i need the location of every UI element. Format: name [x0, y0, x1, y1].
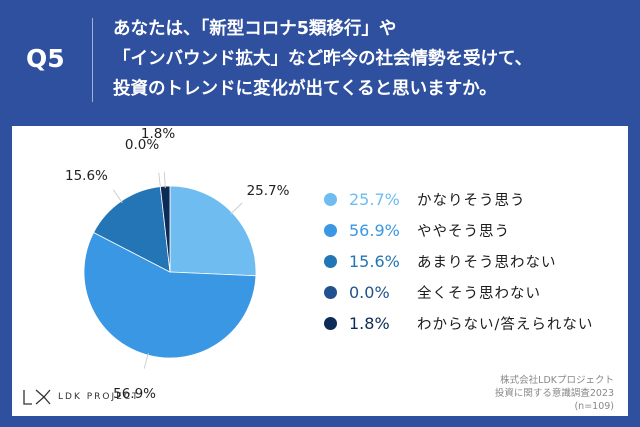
question-line-2: 「インバウンド拡大」など昨今の社会情勢を受けて、 — [113, 49, 533, 69]
question-text: あなたは、「新型コロナ5類移行」や 「インバウンド拡大」など昨今の社会情勢を受け… — [113, 14, 623, 104]
slice-value-label: 25.7% — [246, 182, 290, 199]
legend-swatch — [324, 286, 337, 299]
question-line-3: 投資のトレンドに変化が出てくると思いますか。 — [113, 79, 497, 99]
source-line: 投資に関する意識調査2023 — [494, 388, 614, 399]
leader-line — [143, 353, 149, 369]
legend-label: わからない/答えられない — [417, 317, 594, 333]
legend-value: 15.6% — [349, 252, 400, 271]
slice-value-label: 0.0% — [124, 136, 160, 153]
header-banner: Q5 あなたは、「新型コロナ5類移行」や 「インバウンド拡大」など昨今の社会情勢… — [0, 0, 640, 118]
source-line: (n=109) — [574, 401, 614, 412]
legend-item: 15.6% あまりそう思わない — [324, 246, 593, 277]
question-number: Q5 — [26, 44, 65, 73]
legend-value: 56.9% — [349, 221, 400, 240]
pie-slice — [169, 185, 257, 277]
legend-item: 0.0% 全くそう思わない — [324, 277, 593, 308]
ldk-logo-icon — [23, 389, 51, 405]
header-divider — [92, 18, 93, 102]
legend-label: 全くそう思わない — [417, 286, 541, 302]
source-line: 株式会社LDKプロジェクト — [500, 375, 614, 386]
legend-value: 1.8% — [349, 314, 390, 333]
leader-line — [112, 189, 123, 204]
leader-line — [230, 202, 243, 215]
chart-card: 25.7% かなりそう思う 56.9% ややそう思う 15.6% あまりそう思わ… — [12, 126, 628, 416]
slice-value-label: 56.9% — [113, 386, 157, 403]
pie-chart — [83, 172, 257, 369]
legend-item: 25.7% かなりそう思う — [324, 184, 593, 215]
legend-swatch — [324, 193, 337, 206]
slice-value-label: 15.6% — [65, 168, 108, 185]
legend-label: ややそう思う — [417, 224, 510, 240]
legend-label: かなりそう思う — [417, 193, 526, 209]
question-line-1: あなたは、「新型コロナ5類移行」や — [113, 19, 397, 39]
logo-text: LDK PROJECT — [58, 392, 140, 402]
legend-swatch — [324, 224, 337, 237]
ldk-logo: LDK PROJECT — [22, 388, 140, 406]
legend-value: 0.0% — [349, 283, 390, 302]
leader-line — [163, 172, 166, 189]
legend-item: 56.9% ややそう思う — [324, 215, 593, 246]
legend-value: 25.7% — [349, 190, 400, 209]
legend-item: 1.8% わからない/答えられない — [324, 308, 593, 339]
legend-label: あまりそう思わない — [417, 255, 557, 271]
leader-line — [158, 172, 162, 189]
slice-value-label: 1.8% — [140, 126, 176, 143]
source-note: 株式会社LDKプロジェクト 投資に関する意識調査2023 (n=109) — [495, 374, 614, 413]
legend-swatch — [324, 317, 337, 330]
chart-legend: 25.7% かなりそう思う 56.9% ややそう思う 15.6% あまりそう思わ… — [324, 184, 593, 339]
legend-swatch — [324, 255, 337, 268]
